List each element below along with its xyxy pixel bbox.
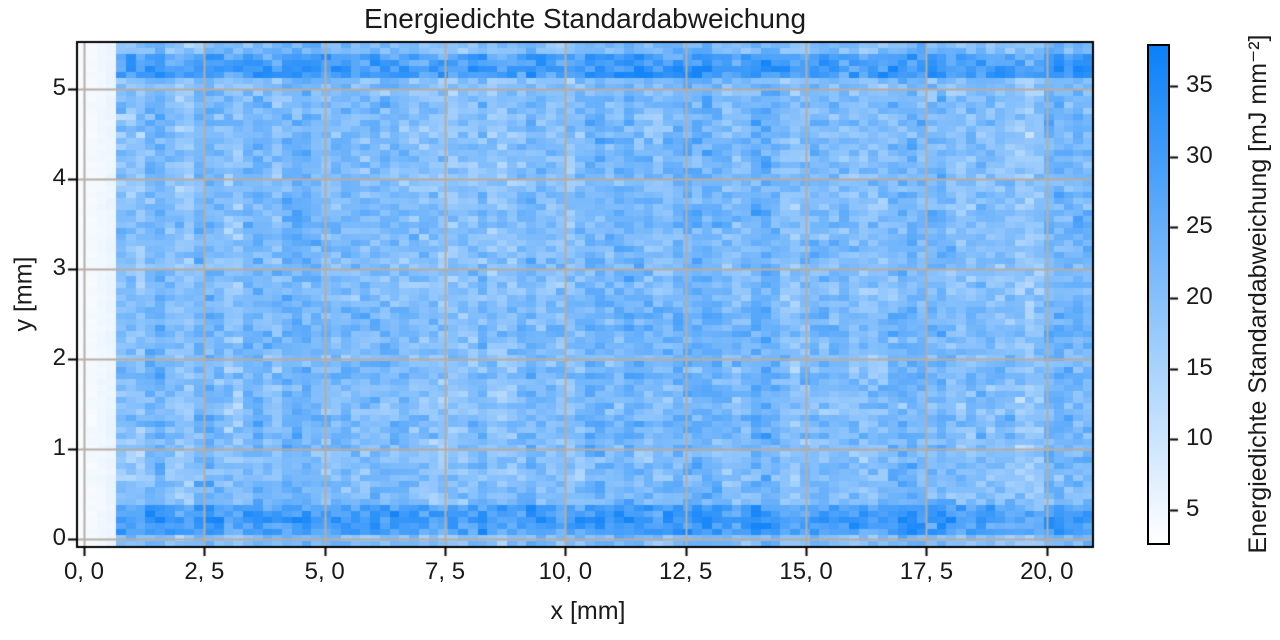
colorbar-gradient <box>1147 44 1170 545</box>
x-axis-label: x [mm] <box>550 597 626 625</box>
y-tick-label: 2 <box>52 343 66 371</box>
colorbar-tick-label: 15 <box>1186 353 1213 381</box>
x-tick-label: 20, 0 <box>1020 558 1074 585</box>
colorbar-tick-label: 30 <box>1186 141 1213 169</box>
y-tick-label: 0 <box>52 523 66 551</box>
colorbar-tick-label: 20 <box>1186 283 1213 311</box>
colorbar-tick-label: 25 <box>1186 212 1213 240</box>
colorbar-tick-label: 35 <box>1186 71 1213 99</box>
y-tick-label: 5 <box>52 73 66 101</box>
chart-title: Energiedichte Standardabweichung <box>363 3 807 34</box>
x-tick-label: 15, 0 <box>779 558 833 585</box>
x-tick-label: 12, 5 <box>659 558 713 585</box>
x-tick-label: 0, 0 <box>63 558 104 585</box>
y-tick-label: 4 <box>52 163 66 191</box>
x-tick-label: 17, 5 <box>899 558 954 585</box>
y-tick-label: 3 <box>52 253 66 281</box>
colorbar-tick-label: 5 <box>1186 494 1200 522</box>
x-tick-label: 7, 5 <box>425 558 466 585</box>
colorbar-tick-label: 10 <box>1186 424 1213 452</box>
y-axis-label: y [mm] <box>9 256 38 332</box>
x-tick-label: 5, 0 <box>304 558 345 585</box>
x-tick-label: 10, 0 <box>538 558 593 585</box>
x-tick-label: 2, 5 <box>184 558 225 585</box>
y-tick-label: 1 <box>52 433 66 461</box>
colorbar-label: Energiedichte Standardabweichung [mJ mm⁻… <box>1244 34 1272 554</box>
